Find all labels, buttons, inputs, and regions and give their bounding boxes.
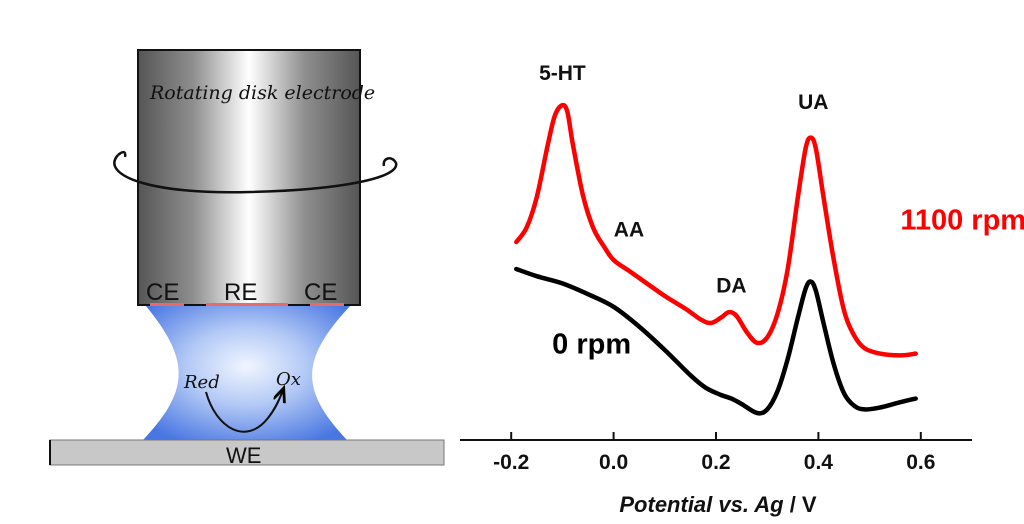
ring-label-ce-left: CE [146, 279, 179, 306]
rotation-arrow-icon [113, 154, 398, 194]
working-electrode-label: WE [226, 443, 261, 468]
ring-label-ce-right: CE [304, 279, 337, 306]
x-tick-label: 0.2 [701, 451, 730, 474]
chart-annotations: 5-HT AA DA UA 1100 rpm 0 rpm [539, 62, 1024, 361]
rde-body [137, 49, 361, 306]
x-axis-label-italic: Potential vs. Ag [619, 492, 784, 517]
rde-schematic: Rotating disk electrode CE RE CE WE Red … [49, 49, 445, 468]
peak-label: 5-HT [539, 62, 586, 85]
ring-strip-right [310, 303, 344, 306]
electrolyte-meniscus [143, 306, 350, 440]
chart-series [514, 102, 918, 416]
electrode-title: Rotating disk electrode [149, 82, 375, 104]
red-label: Red [183, 372, 220, 393]
x-axis-ticks: -0.2 0.0 0.2 0.4 0.6 [493, 432, 935, 474]
voltammogram-chart: -0.2 0.0 0.2 0.4 0.6 5-HT AA DA UA 1100 rpm 0 rpm… [460, 62, 1024, 517]
peak-label: DA [716, 274, 746, 297]
series-label: 0 rpm [552, 329, 631, 361]
peak-label: AA [614, 219, 644, 242]
x-tick-label: -0.2 [493, 451, 529, 474]
series-line-rotating [514, 102, 918, 358]
x-tick-label: 0.4 [804, 451, 834, 474]
peak-label: UA [798, 91, 828, 114]
ring-label-re: RE [224, 279, 257, 306]
x-tick-label: 0.6 [906, 451, 935, 474]
series-label: 1100 rpm [900, 204, 1024, 236]
substrate-plate [49, 439, 445, 466]
rotation-arrow-tail-icon [117, 150, 127, 158]
ring-strip-mid [206, 303, 288, 306]
series-line-stationary [514, 266, 918, 416]
redox-arrow-icon [205, 390, 283, 433]
x-axis-label-unit: / V [784, 492, 817, 517]
ring-strip-left [150, 303, 184, 306]
ox-label: Ox [276, 369, 301, 390]
x-axis-label: Potential vs. Ag / V [619, 492, 817, 517]
x-tick-label: 0.0 [599, 451, 628, 474]
